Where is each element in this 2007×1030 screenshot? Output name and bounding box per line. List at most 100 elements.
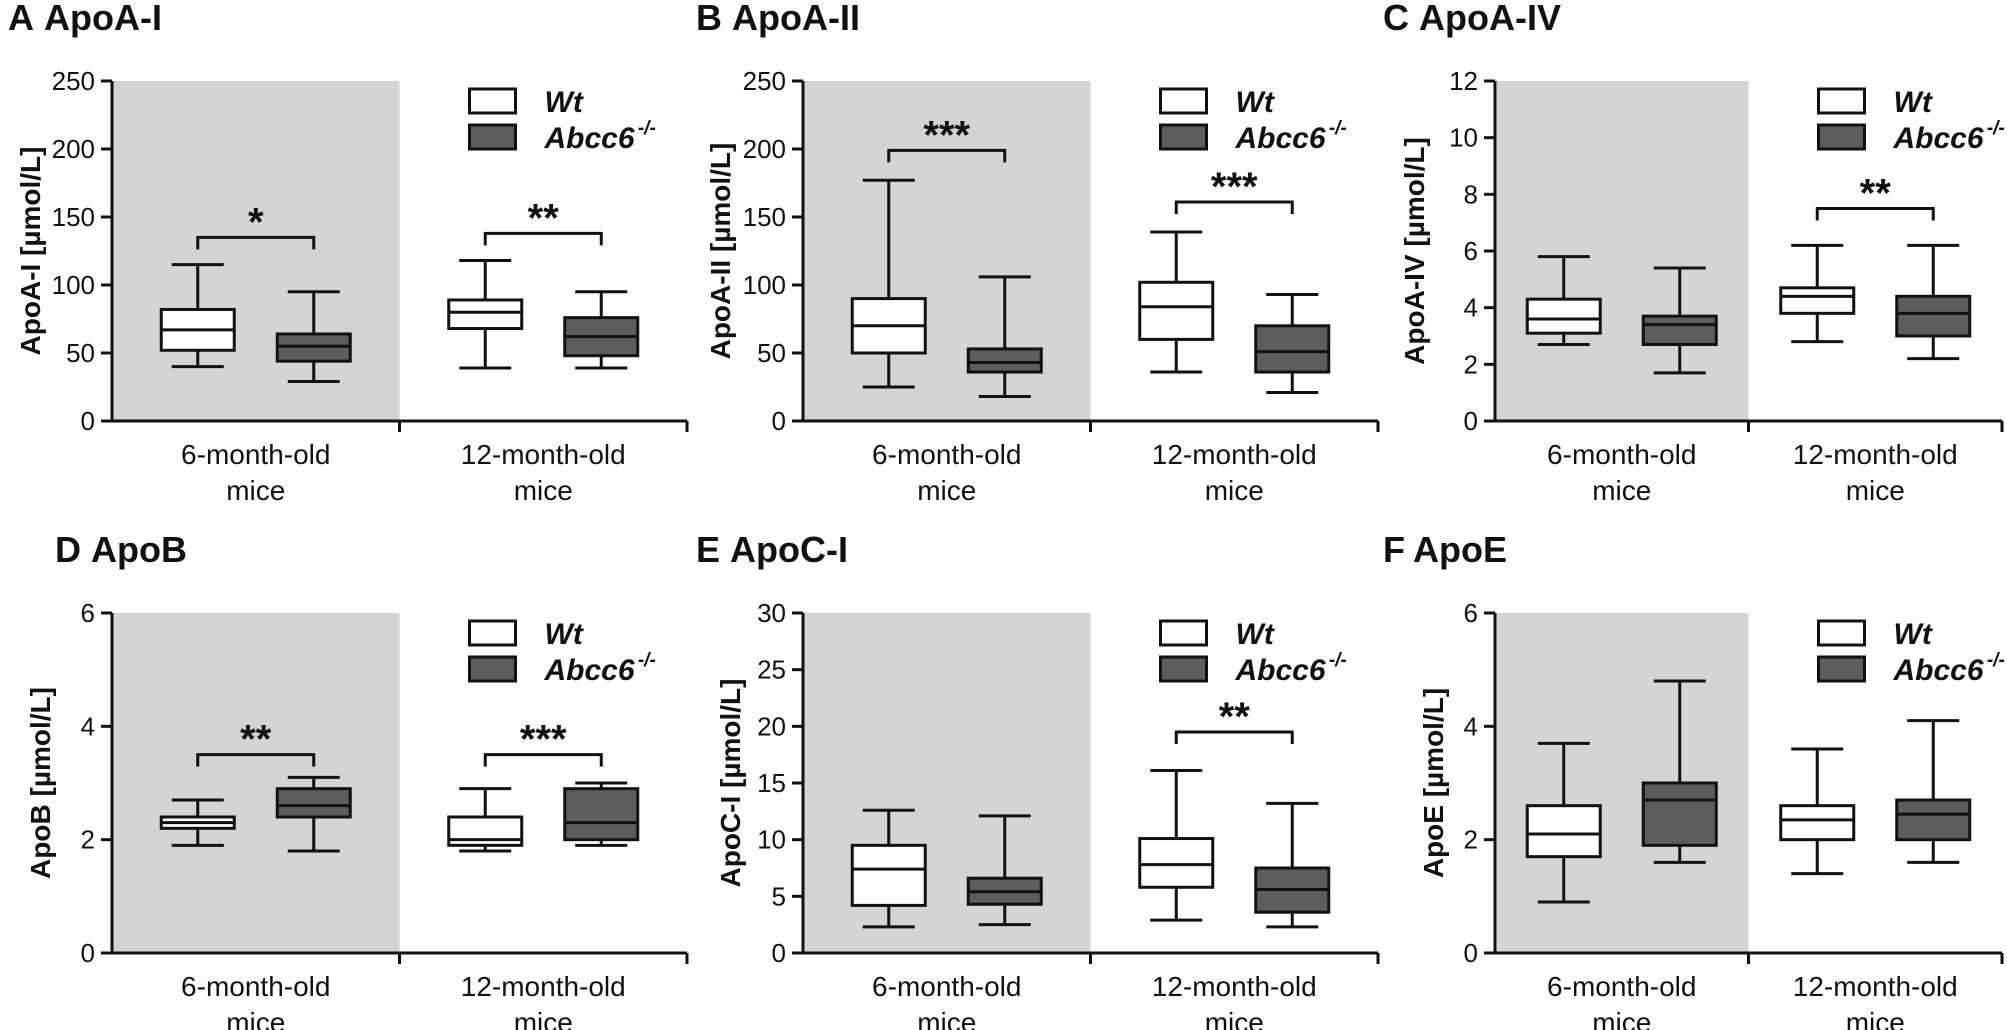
panel-d: D ApoB ApoB [µmol/L] 0 2 4 6 6-month-old mice ** 1… <box>25 529 689 1030</box>
significance-stars: *** <box>520 718 567 762</box>
panel-letter: F <box>1383 529 1404 570</box>
category-group: 12-month-old mice ** <box>1138 695 1331 1030</box>
legend-swatch-wt <box>1817 619 1866 647</box>
y-tick-label: 0 <box>772 406 786 436</box>
y-axis-label: ApoC-I [µmol/L] <box>715 679 746 888</box>
category-group: 6-month-old mice <box>850 808 1043 1030</box>
category-group: 6-month-old mice *** <box>850 113 1043 506</box>
y-tick-label: 25 <box>757 655 786 685</box>
panel-c: C ApoA-IV ApoA-IV [µmol/L] 0 2 4 6 8 10 12 6-month… <box>1383 0 2005 506</box>
box-wt <box>447 787 524 853</box>
significance-bracket <box>887 148 1007 163</box>
box-wt <box>850 808 927 929</box>
legend-label-ko: Abcc6 <box>1235 122 1326 155</box>
x-category-label: 12-month-old <box>1793 971 1958 1002</box>
x-category-label: 6-month-old <box>1547 439 1696 470</box>
shaded-region <box>112 613 400 953</box>
y-tick-label: 12 <box>1449 66 1478 96</box>
box-ko <box>1641 266 1718 375</box>
legend-label-ko: Abcc6 <box>1893 122 1984 155</box>
significance-bracket <box>1174 200 1294 215</box>
y-tick-label: 6 <box>1464 236 1478 266</box>
y-axis-label: ApoE [µmol/L] <box>1418 688 1449 878</box>
x-category-label: 12-month-old <box>461 971 626 1002</box>
box-iqr <box>1779 286 1856 315</box>
legend-swatch-ko <box>1817 655 1866 683</box>
shaded-region <box>112 81 400 421</box>
x-category-label: 6-month-old <box>872 439 1021 470</box>
x-category-label: mice <box>1846 1007 1905 1030</box>
y-tick-label: 30 <box>757 598 786 628</box>
legend-label-ko: Abcc6 <box>544 654 635 687</box>
panel-e: E ApoC-I ApoC-I [µmol/L] 0 5 10 15 20 25 30 6-mont… <box>696 529 1380 1030</box>
box-iqr <box>1641 781 1718 847</box>
category-group: 12-month-old mice *** <box>447 718 640 1030</box>
y-tick-label: 4 <box>81 711 95 741</box>
box-iqr <box>1779 804 1856 842</box>
box-iqr <box>1525 804 1602 859</box>
panel-b: B ApoA-II ApoA-II [µmol/L] 0 50 100 150 200 250 6… <box>696 0 1380 506</box>
box-ko <box>1641 679 1718 864</box>
box-wt <box>1779 243 1856 344</box>
category-group: 6-month-old mice ** <box>159 718 352 1030</box>
significance-bracket <box>196 235 316 250</box>
y-axis-label: ApoA-IV [µmol/L] <box>1399 137 1430 365</box>
legend-superscript-ko: -/- <box>1329 118 1347 139</box>
category-group: 12-month-old mice *** <box>1138 165 1331 506</box>
y-tick-label: 150 <box>52 202 95 232</box>
box-iqr <box>850 843 927 907</box>
box-iqr <box>1641 314 1718 346</box>
significance-stars: ** <box>1860 172 1892 216</box>
box-iqr <box>1138 280 1215 341</box>
y-tick-label: 0 <box>1464 406 1478 436</box>
box-iqr <box>563 787 640 842</box>
x-category-label: 12-month-old <box>1793 439 1958 470</box>
legend-swatch-wt <box>468 87 517 115</box>
y-tick-label: 6 <box>1464 598 1478 628</box>
y-tick-label: 10 <box>757 825 786 855</box>
x-category-label: mice <box>1592 475 1651 506</box>
box-ko <box>1254 293 1331 394</box>
y-tick-label: 150 <box>743 202 786 232</box>
y-axis-label: ApoB [µmol/L] <box>25 687 56 879</box>
legend-swatch-ko <box>1159 655 1208 683</box>
y-tick-label: 0 <box>81 406 95 436</box>
panel-title: F ApoE <box>1383 529 1507 570</box>
y-tick-label: 4 <box>1464 711 1478 741</box>
y-tick-label: 50 <box>757 338 786 368</box>
panel-name: ApoA-I <box>44 0 162 38</box>
panel-letter: D <box>55 529 81 570</box>
x-category-label: 6-month-old <box>872 971 1021 1002</box>
y-tick-label: 100 <box>743 270 786 300</box>
significance-stars: ** <box>528 196 560 240</box>
box-ko <box>563 290 640 370</box>
legend-swatch-wt <box>1159 87 1208 115</box>
significance-bracket <box>1815 207 1935 221</box>
box-ko <box>1895 243 1972 361</box>
x-category-label: mice <box>226 475 285 506</box>
box-iqr <box>1895 294 1972 338</box>
category-group: 6-month-old mice <box>1525 255 1718 506</box>
significance-bracket <box>483 753 603 767</box>
significance-stars: * <box>248 200 264 244</box>
x-category-label: 6-month-old <box>1547 971 1696 1002</box>
panel-letter: E <box>696 529 720 570</box>
y-tick-label: 100 <box>52 270 95 300</box>
category-group: 6-month-old mice <box>1525 679 1718 1030</box>
legend-superscript-ko: -/- <box>638 650 656 671</box>
y-tick-label: 250 <box>52 66 95 96</box>
box-wt <box>447 259 524 370</box>
box-iqr <box>966 347 1043 374</box>
x-category-label: 6-month-old <box>181 439 330 470</box>
panel-a: A ApoA-I ApoA-I [µmol/L] 0 50 100 150 200 250 6-m… <box>8 0 689 506</box>
y-tick-label: 15 <box>757 768 786 798</box>
legend-swatch-ko <box>1817 123 1866 151</box>
y-tick-label: 0 <box>772 938 786 968</box>
legend-swatch-ko <box>468 123 517 151</box>
